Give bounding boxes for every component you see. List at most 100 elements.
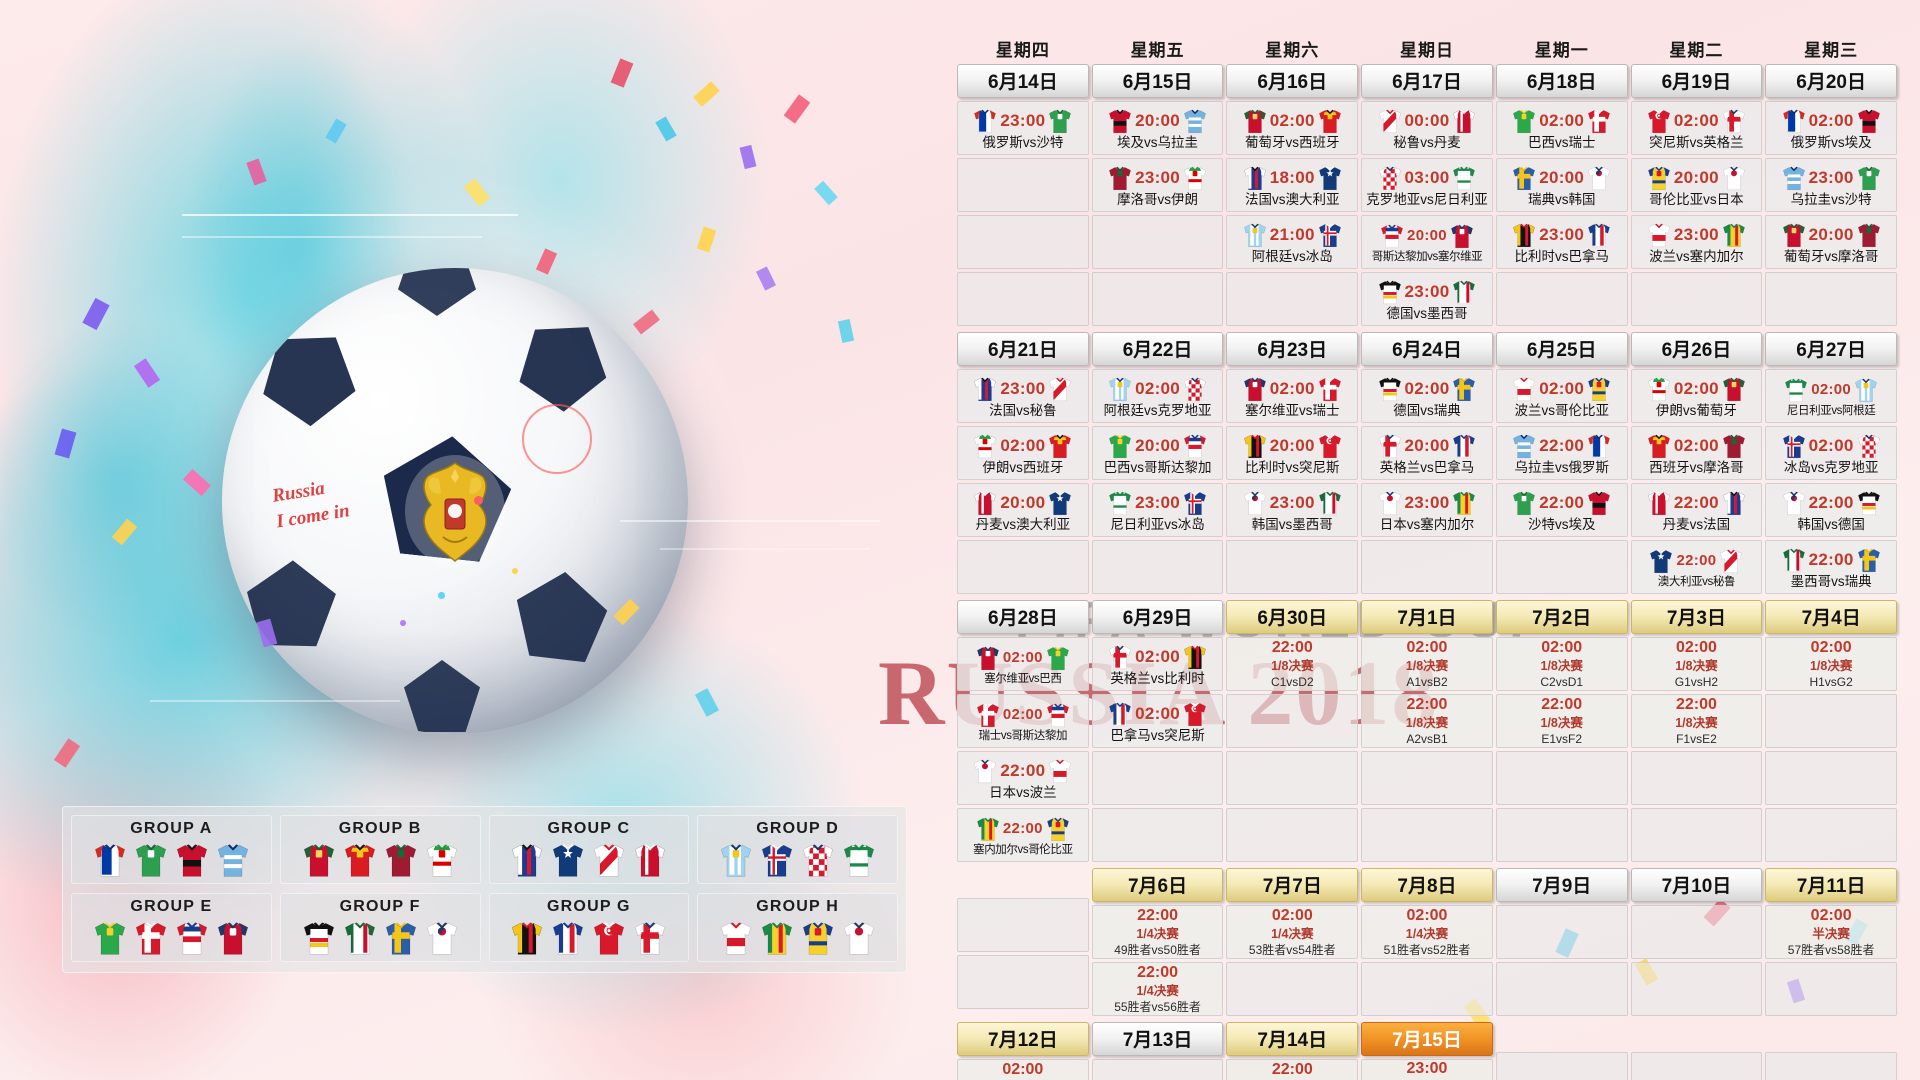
knockout-match-cell[interactable]: 22:00 1/8决赛 A2vsB1: [1361, 694, 1493, 748]
match-cell[interactable]: 02:00 巴西vs瑞士: [1495, 101, 1628, 155]
date-header[interactable]: 7月11日: [1765, 868, 1897, 902]
knockout-match-cell[interactable]: 02:00 半决赛 57胜者vs58胜者: [1765, 905, 1897, 959]
match-cell[interactable]: 22:00 韩国vs德国: [1765, 483, 1897, 537]
match-cell[interactable]: 00:00 秘鲁vs丹麦: [1361, 101, 1493, 155]
knockout-match-cell[interactable]: 22:00 1/4决赛 49胜者vs50胜者: [1091, 905, 1224, 959]
date-header[interactable]: 7月13日: [1091, 1022, 1224, 1056]
match-cell[interactable]: 22:00 塞内加尔vs哥伦比亚: [957, 808, 1089, 862]
date-header[interactable]: 7月12日: [957, 1022, 1089, 1056]
date-header[interactable]: 7月7日: [1226, 868, 1359, 902]
date-header[interactable]: 6月15日: [1091, 64, 1224, 98]
match-cell[interactable]: 02:00 突尼斯vs英格兰: [1630, 101, 1763, 155]
match-cell[interactable]: 23:00 俄罗斯vs沙特: [957, 101, 1089, 155]
date-header[interactable]: 7月10日: [1630, 868, 1763, 902]
date-header[interactable]: 7月4日: [1765, 600, 1897, 634]
match-cell[interactable]: 02:00 波兰vs哥伦比亚: [1495, 369, 1628, 423]
match-cell[interactable]: 20:00 丹麦vs澳大利亚: [957, 483, 1089, 537]
match-cell[interactable]: 23:00 法国vs秘鲁: [957, 369, 1089, 423]
match-cell[interactable]: 02:00 尼日利亚vs阿根廷: [1765, 369, 1897, 423]
match-cell[interactable]: 22:00 澳大利亚vs秘鲁: [1630, 540, 1763, 594]
match-cell[interactable]: 20:00 哥斯达黎加vs塞尔维亚: [1361, 215, 1493, 269]
match-cell[interactable]: 22:00 丹麦vs法国: [1630, 483, 1763, 537]
date-header[interactable]: 6月29日: [1091, 600, 1224, 634]
match-cell[interactable]: 23:00 波兰vs塞内加尔: [1630, 215, 1763, 269]
date-header[interactable]: 6月18日: [1495, 64, 1628, 98]
date-header[interactable]: 6月28日: [957, 600, 1089, 634]
knockout-match-cell[interactable]: 02:00 1/8决赛 C2vsD1: [1495, 637, 1628, 691]
match-cell[interactable]: 20:00 埃及vs乌拉圭: [1091, 101, 1224, 155]
group-box-group-d[interactable]: GROUP D: [697, 815, 898, 884]
date-header[interactable]: 6月22日: [1091, 332, 1224, 366]
match-cell[interactable]: 20:00 比利时vs突尼斯: [1226, 426, 1359, 480]
knockout-match-cell[interactable]: 22:00三四名决赛61负者vs62负者: [1226, 1059, 1359, 1080]
date-header[interactable]: 7月6日: [1091, 868, 1224, 902]
match-cell[interactable]: 18:00 法国vs澳大利亚: [1226, 158, 1359, 212]
match-cell[interactable]: 23:00 乌拉圭vs沙特: [1765, 158, 1897, 212]
match-cell[interactable]: 02:00 西班牙vs摩洛哥: [1630, 426, 1763, 480]
knockout-match-cell[interactable]: 22:00 1/4决赛 55胜者vs56胜者: [1091, 962, 1224, 1016]
match-cell[interactable]: 23:00 德国vs墨西哥: [1361, 272, 1493, 326]
date-header[interactable]: 6月25日: [1495, 332, 1628, 366]
date-header[interactable]: 6月14日: [957, 64, 1089, 98]
group-box-group-c[interactable]: GROUP C: [488, 815, 690, 884]
match-cell[interactable]: 23:00 日本vs塞内加尔: [1361, 483, 1493, 537]
knockout-match-cell[interactable]: 02:00 1/4决赛 51胜者vs52胜者: [1361, 905, 1493, 959]
final-match-cell[interactable]: 23:00决 赛: [1361, 1059, 1493, 1080]
match-cell[interactable]: 20:00 英格兰vs巴拿马: [1361, 426, 1493, 480]
group-box-group-g[interactable]: GROUP G: [488, 893, 690, 962]
knockout-match-cell[interactable]: 02:00 1/8决赛 H1vsG2: [1765, 637, 1897, 691]
date-header[interactable]: 7月8日: [1361, 868, 1493, 902]
match-cell[interactable]: 22:00 日本vs波兰: [957, 751, 1089, 805]
date-header[interactable]: 7月2日: [1495, 600, 1628, 634]
match-cell[interactable]: 22:00 乌拉圭vs俄罗斯: [1495, 426, 1628, 480]
knockout-match-cell[interactable]: 22:00 1/8决赛 E1vsF2: [1495, 694, 1628, 748]
match-cell[interactable]: 03:00 克罗地亚vs尼日利亚: [1361, 158, 1493, 212]
match-cell[interactable]: 20:00 瑞典vs韩国: [1495, 158, 1628, 212]
group-box-group-e[interactable]: GROUP E: [71, 893, 272, 962]
match-cell[interactable]: 21:00 阿根廷vs冰岛: [1226, 215, 1359, 269]
date-header[interactable]: 7月1日: [1361, 600, 1493, 634]
date-header[interactable]: 7月15日: [1361, 1022, 1493, 1056]
group-box-group-b[interactable]: GROUP B: [279, 815, 481, 884]
date-header[interactable]: 7月3日: [1630, 600, 1763, 634]
match-cell[interactable]: 02:00 巴拿马vs突尼斯: [1091, 694, 1224, 748]
date-header[interactable]: 6月30日: [1226, 600, 1359, 634]
match-cell[interactable]: 02:00 塞尔维亚vs巴西: [957, 637, 1089, 691]
match-cell[interactable]: 20:00 哥伦比亚vs日本: [1630, 158, 1763, 212]
date-header[interactable]: 7月9日: [1495, 868, 1628, 902]
date-header[interactable]: 6月20日: [1765, 64, 1897, 98]
date-header[interactable]: 6月16日: [1226, 64, 1359, 98]
knockout-match-cell[interactable]: 22:00 1/8决赛 F1vsE2: [1630, 694, 1763, 748]
group-box-group-h[interactable]: GROUP H: [697, 893, 898, 962]
date-header[interactable]: 6月23日: [1226, 332, 1359, 366]
match-cell[interactable]: 02:00 俄罗斯vs埃及: [1765, 101, 1897, 155]
match-cell[interactable]: 23:00 比利时vs巴拿马: [1495, 215, 1628, 269]
date-header[interactable]: 7月14日: [1226, 1022, 1359, 1056]
match-cell[interactable]: 02:00 伊朗vs葡萄牙: [1630, 369, 1763, 423]
knockout-match-cell[interactable]: 22:00 1/8决赛 C1vsD2: [1226, 637, 1359, 691]
match-cell[interactable]: 23:00 尼日利亚vs冰岛: [1091, 483, 1224, 537]
match-cell[interactable]: 02:00 葡萄牙vs西班牙: [1226, 101, 1359, 155]
match-cell[interactable]: 02:00 英格兰vs比利时: [1091, 637, 1224, 691]
match-cell[interactable]: 02:00 冰岛vs克罗地亚: [1765, 426, 1897, 480]
date-header[interactable]: 6月26日: [1630, 332, 1763, 366]
match-cell[interactable]: 02:00 瑞士vs哥斯达黎加: [957, 694, 1089, 748]
knockout-match-cell[interactable]: 02:00 1/8决赛 G1vsH2: [1630, 637, 1763, 691]
match-cell[interactable]: 02:00 德国vs瑞典: [1361, 369, 1493, 423]
match-cell[interactable]: 22:00 沙特vs埃及: [1495, 483, 1628, 537]
match-cell[interactable]: 22:00 墨西哥vs瑞典: [1765, 540, 1897, 594]
match-cell[interactable]: 02:00 阿根廷vs克罗地亚: [1091, 369, 1224, 423]
date-header[interactable]: 6月24日: [1361, 332, 1493, 366]
knockout-match-cell[interactable]: 02:00 1/4决赛 53胜者vs54胜者: [1226, 905, 1359, 959]
date-header[interactable]: 6月27日: [1765, 332, 1897, 366]
date-header[interactable]: 6月21日: [957, 332, 1089, 366]
date-header[interactable]: 6月17日: [1361, 64, 1493, 98]
match-cell[interactable]: 02:00 伊朗vs西班牙: [957, 426, 1089, 480]
group-box-group-a[interactable]: GROUP A: [71, 815, 272, 884]
match-cell[interactable]: 23:00 摩洛哥vs伊朗: [1091, 158, 1224, 212]
group-box-group-f[interactable]: GROUP F: [279, 893, 481, 962]
knockout-match-cell[interactable]: 02:00半决赛59胜者vs60胜者: [957, 1059, 1089, 1080]
knockout-match-cell[interactable]: 02:00 1/8决赛 A1vsB2: [1361, 637, 1493, 691]
match-cell[interactable]: 23:00 韩国vs墨西哥: [1226, 483, 1359, 537]
match-cell[interactable]: 02:00 塞尔维亚vs瑞士: [1226, 369, 1359, 423]
